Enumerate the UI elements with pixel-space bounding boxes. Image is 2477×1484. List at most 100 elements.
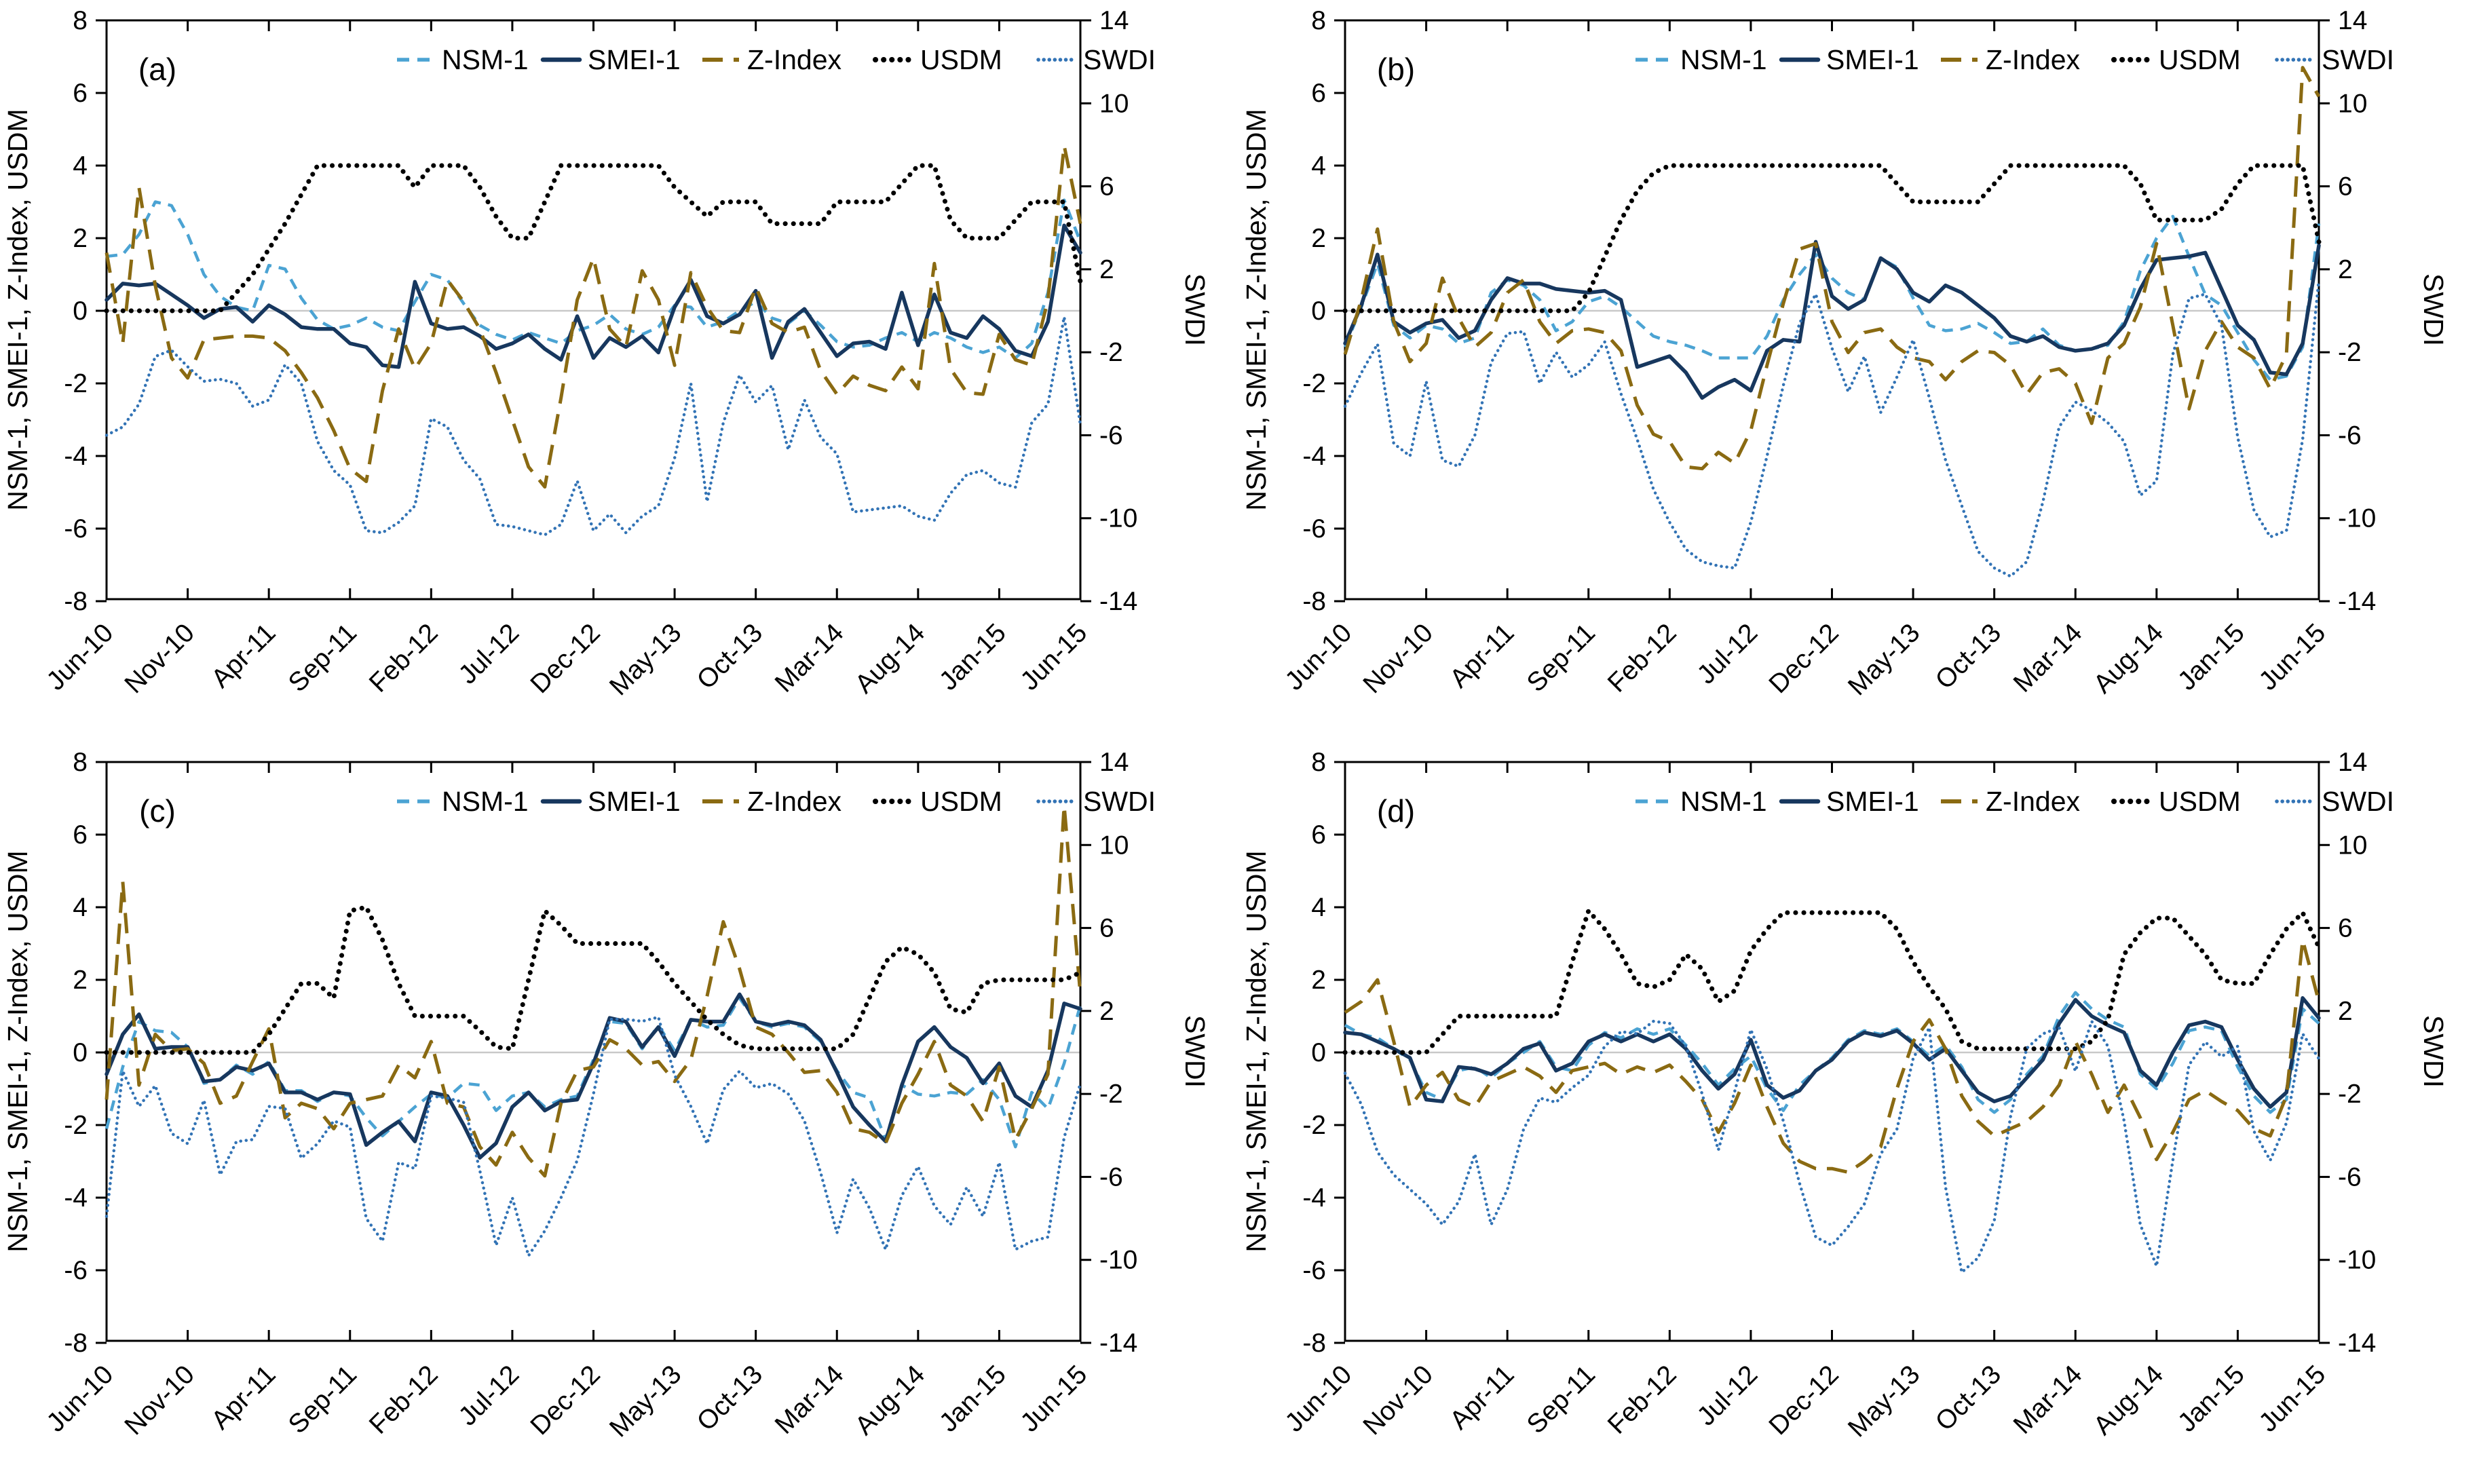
left-tick-label: 6 [1311, 820, 1326, 850]
right-tick-label: -14 [2338, 1329, 2376, 1358]
legend-label-smei-1: SMEI-1 [588, 786, 681, 817]
x-tick-label: Jan-15 [934, 1360, 1012, 1438]
legend-label-swdi: SWDI [1083, 786, 1156, 817]
x-tick-label: Jul-12 [1692, 618, 1764, 690]
right-tick-label: 10 [2338, 831, 2367, 860]
x-tick-label: Jun-10 [1280, 618, 1358, 696]
legend-label-z-index: Z-Index [1986, 44, 2080, 75]
right-tick-label: -2 [2338, 338, 2362, 367]
right-tick-label: 6 [1099, 172, 1114, 202]
left-tick-label: 4 [1311, 893, 1326, 922]
y-left-axis-title: NSM-1, SMEI-1, Z-Index, USDM [1241, 109, 1272, 510]
legend-label-usdm: USDM [920, 786, 1002, 817]
right-tick-label: -14 [1099, 1329, 1137, 1358]
right-tick-label: -6 [1099, 421, 1123, 450]
x-tick-label: Aug-14 [2088, 618, 2169, 699]
right-tick-label: 14 [2338, 6, 2367, 35]
x-tick-label: Sep-11 [1521, 1360, 1601, 1439]
series-swdi [1343, 1019, 2321, 1274]
right-tick-label: -10 [2338, 504, 2376, 533]
left-tick-label: 4 [73, 893, 88, 922]
x-tick-label: Jun-15 [1015, 1360, 1093, 1438]
left-tick-label: -8 [64, 587, 88, 616]
legend-label-swdi: SWDI [2322, 44, 2394, 75]
x-tick-label: Nov-10 [119, 618, 200, 699]
x-tick-label: Apr-11 [206, 618, 281, 693]
left-tick-label: -4 [64, 442, 88, 471]
left-tick-label: -8 [1302, 1329, 1326, 1358]
left-tick-label: -6 [64, 514, 88, 544]
left-tick-label: 4 [1311, 151, 1326, 180]
x-tick-label: Feb-12 [1602, 618, 1682, 698]
right-tick-label: -10 [2338, 1246, 2376, 1275]
left-tick-label: -4 [1302, 1183, 1326, 1213]
right-tick-label: 2 [2338, 997, 2353, 1026]
series-swdi [105, 1015, 1082, 1257]
legend-label-z-index: Z-Index [747, 786, 842, 817]
x-tick-label: Aug-14 [2088, 1360, 2169, 1441]
right-tick-label: 2 [1099, 255, 1114, 284]
left-tick-label: 4 [73, 151, 88, 180]
x-tick-label: Feb-12 [364, 1360, 444, 1440]
x-tick-label: Mar-14 [770, 618, 850, 698]
series-z-index [1343, 66, 2321, 471]
left-tick-label: 6 [73, 79, 88, 108]
series-z-index [105, 803, 1082, 1178]
panel-c-chart: 8 6 4 2 0 -2 -4 -6 -8 14 10 6 2 -2 -6 -10 -14 Jun-10 Nov-1… [2, 748, 1211, 1443]
y-left-axis-title: NSM-1, SMEI-1, Z-Index, USDM [1241, 850, 1272, 1252]
left-tick-label: -2 [1302, 369, 1326, 398]
right-tick-label: -6 [1099, 1162, 1123, 1192]
left-tick-label: 8 [1311, 6, 1326, 35]
right-tick-label: 10 [1099, 831, 1129, 860]
left-tick-label: -2 [64, 1111, 88, 1140]
left-tick-label: -4 [64, 1183, 88, 1213]
series-smei-1 [105, 992, 1082, 1160]
left-tick-label: 8 [73, 6, 88, 35]
left-tick-label: 8 [73, 748, 88, 777]
plot-border [105, 19, 1082, 601]
x-tick-label: Sep-11 [283, 618, 362, 698]
x-tick-label: May-13 [604, 1360, 687, 1443]
series-z-index [105, 144, 1082, 489]
panel-d-chart: 8 6 4 2 0 -2 -4 -6 -8 14 10 6 2 -2 -6 -10 -14 Jun-10 Nov-1… [1241, 748, 2449, 1443]
left-tick-label: 2 [1311, 224, 1326, 253]
left-tick-label: 0 [1311, 1038, 1326, 1067]
panel-letter: (a) [138, 52, 176, 87]
left-tick-label: 2 [73, 966, 88, 995]
x-tick-label: Jan-15 [2172, 618, 2250, 696]
x-tick-label: Dec-12 [1764, 618, 1845, 699]
right-tick-label: 14 [2338, 748, 2367, 777]
series-swdi [1343, 278, 2321, 578]
left-tick-label: -8 [1302, 587, 1326, 616]
x-tick-label: Feb-12 [364, 618, 444, 698]
y-right-axis-title: SWDI [1179, 273, 1211, 346]
x-tick-label: Mar-14 [2008, 1360, 2088, 1440]
right-tick-label: -14 [1099, 587, 1137, 616]
right-tick-label: -6 [2338, 1162, 2362, 1192]
left-tick-label: -8 [64, 1329, 88, 1358]
x-tick-label: May-13 [1842, 618, 1925, 701]
x-tick-label: Jul-12 [453, 1360, 525, 1432]
x-tick-label: Oct-13 [1930, 618, 2007, 695]
left-tick-label: -6 [1302, 1256, 1326, 1285]
legend-label-nsm-1: NSM-1 [1680, 786, 1767, 817]
left-tick-label: 6 [1311, 79, 1326, 108]
x-tick-label: Feb-12 [1602, 1360, 1682, 1440]
left-tick-label: 2 [1311, 966, 1326, 995]
left-tick-label: 6 [73, 820, 88, 850]
x-tick-label: May-13 [604, 618, 687, 701]
x-tick-label: Apr-11 [1444, 1360, 1519, 1435]
right-tick-label: 6 [2338, 172, 2353, 202]
x-tick-label: Oct-13 [692, 618, 768, 695]
legend-label-z-index: Z-Index [1986, 786, 2080, 817]
panel-letter: (d) [1377, 793, 1415, 829]
series-usdm [1342, 908, 2322, 1055]
right-tick-label: 6 [2338, 914, 2353, 943]
panel-a-chart: 8 6 4 2 0 -2 -4 -6 -8 14 10 6 2 -2 -6 -10 -14 Jun-10 Nov-1… [2, 6, 1211, 701]
right-tick-label: -2 [1099, 338, 1123, 367]
right-tick-label: -2 [1099, 1080, 1123, 1109]
x-tick-label: Jul-12 [453, 618, 525, 690]
x-tick-label: Jul-12 [1692, 1360, 1764, 1432]
y-left-axis-title: NSM-1, SMEI-1, Z-Index, USDM [2, 109, 33, 510]
y-right-axis-title: SWDI [2418, 1015, 2449, 1088]
